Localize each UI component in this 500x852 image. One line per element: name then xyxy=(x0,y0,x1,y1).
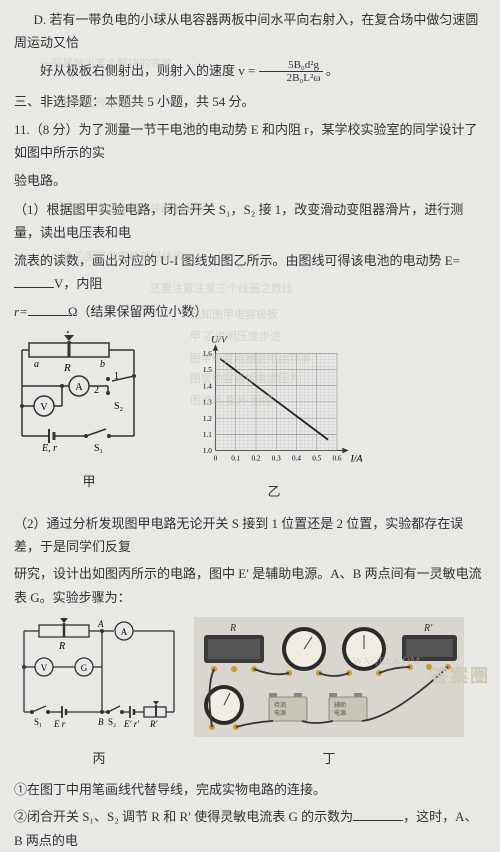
svg-text:B: B xyxy=(98,717,104,727)
figure-row-1: P a b R 1 2 A V S₂ xyxy=(14,331,486,504)
blank-g[interactable] xyxy=(353,807,403,821)
svg-text:辅助: 辅助 xyxy=(334,701,346,709)
svg-text:G: G xyxy=(81,663,88,673)
caption-yi: 乙 xyxy=(184,480,364,503)
svg-text:a: a xyxy=(34,359,39,370)
option-d-line2: 好从极板右侧射出，则射入的速度 v = 5B₀d²g 2B₀L²ω 。 xyxy=(14,59,486,85)
figure-row-2: R A A V G S₁ xyxy=(14,617,486,770)
blank-emf[interactable] xyxy=(14,274,54,288)
step-2: ②闭合开关 S₁、S₂ 调节 R 和 R′ 使得灵敏电流表 G 的示数为，这时，… xyxy=(14,805,486,852)
svg-text:1.2: 1.2 xyxy=(203,415,212,423)
svg-text:S₂: S₂ xyxy=(114,401,123,412)
svg-text:S₁: S₁ xyxy=(94,443,103,454)
svg-text:待测: 待测 xyxy=(274,701,286,709)
svg-text:1.1: 1.1 xyxy=(203,431,212,439)
svg-text:V: V xyxy=(41,663,48,673)
svg-text:0: 0 xyxy=(214,454,218,462)
svg-text:I/A: I/A xyxy=(350,453,364,464)
step2-pre: ②闭合开关 S₁、S₂ 调节 R 和 R′ 使得灵敏电流表 G 的示数为 xyxy=(14,809,353,824)
photo-ding-wrap: R R′ 待 xyxy=(194,617,464,770)
q11-1b-mid: V，内阻 xyxy=(54,276,102,291)
q11-1b: 流表的读数，画出对应的 U-I 图线如图乙所示。由图线可得该电池的电动势 E= V… xyxy=(14,249,486,296)
circuit-jia: P a b R 1 2 A V S₂ xyxy=(14,331,164,461)
svg-text:A: A xyxy=(75,382,83,393)
svg-text:U/V: U/V xyxy=(211,334,228,345)
svg-text:电源: 电源 xyxy=(274,709,286,717)
circuit-jia-wrap: P a b R 1 2 A V S₂ xyxy=(14,331,164,494)
section-3-heading: 三、非选择题：本题共 5 小题，共 54 分。 xyxy=(14,90,486,113)
svg-text:R: R xyxy=(229,623,236,634)
svg-text:电源: 电源 xyxy=(334,709,346,717)
svg-text:R′: R′ xyxy=(149,719,158,729)
svg-text:S₁: S₁ xyxy=(34,717,42,727)
q11-1a: （1）根据图甲实验电路，闭合开关 S₁，S₂ 接 1，改变滑动变阻器滑片，进行测… xyxy=(14,198,486,245)
caption-ding: 丁 xyxy=(194,747,464,770)
svg-text:1.4: 1.4 xyxy=(203,382,212,390)
svg-text:1.6: 1.6 xyxy=(203,350,212,358)
option-d-line1: D. 若有一带负电的小球从电容器两板中间水平向右射入，在复合场中做匀速圆周运动又… xyxy=(14,8,486,55)
svg-text:S₂: S₂ xyxy=(108,717,116,727)
q11-1b-pre: 流表的读数，画出对应的 U-I 图线如图乙所示。由图线可得该电池的电动势 E= xyxy=(14,253,460,268)
optd-pre: 好从极板右侧射出，则射入的速度 v = xyxy=(40,63,259,78)
step-1: ①在图丁中用笔画线代替导线，完成实物电路的连接。 xyxy=(14,778,486,801)
svg-text:b: b xyxy=(100,359,105,370)
q11-line-a: 11.（8 分）为了测量一节干电池的电动势 E 和内阻 r，某学校实验室的同学设… xyxy=(14,118,486,165)
q11-2a: （2）通过分析发现图甲电路无论开关 S 接到 1 位置还是 2 位置，实验都存在… xyxy=(14,512,486,559)
photo-ding: R R′ 待 xyxy=(194,617,464,737)
watermark-url: WXQEE.COM xyxy=(352,652,420,672)
optd-post: 。 xyxy=(326,63,339,78)
circuit-bing: R A A V G S₁ xyxy=(14,617,184,737)
svg-text:1.3: 1.3 xyxy=(203,399,212,407)
graph-yi: U/V I/A 0 0.1 0.2 0.3 0.4 0.5 0.6 1.0 1.1 1.2 1.3 1… xyxy=(184,331,364,471)
svg-text:1.5: 1.5 xyxy=(203,366,212,374)
svg-text:R: R xyxy=(58,641,65,652)
svg-text:A: A xyxy=(121,627,128,637)
svg-text:0.4: 0.4 xyxy=(292,454,301,462)
svg-text:0.1: 0.1 xyxy=(231,454,240,462)
frac-den: 2B₀L²ω xyxy=(259,72,323,84)
svg-text:R: R xyxy=(63,362,71,374)
blank-r[interactable] xyxy=(28,302,68,316)
circuit-bing-wrap: R A A V G S₁ xyxy=(14,617,184,770)
svg-text:0.3: 0.3 xyxy=(272,454,281,462)
svg-text:A: A xyxy=(97,619,104,629)
q11-1c: r= Ω（结果保留两位小数） xyxy=(14,300,486,323)
q11-1c-post: Ω（结果保留两位小数） xyxy=(68,304,208,319)
fraction: 5B₀d²g 2B₀L²ω xyxy=(259,59,323,84)
frac-num: 5B₀d²g xyxy=(259,59,323,72)
svg-text:E, r: E, r xyxy=(41,443,57,454)
caption-jia: 甲 xyxy=(14,470,164,493)
svg-text:R′: R′ xyxy=(423,623,433,634)
svg-text:1.0: 1.0 xyxy=(203,447,212,455)
q11-line-b: 验电路。 xyxy=(14,169,486,192)
graph-yi-wrap: U/V I/A 0 0.1 0.2 0.3 0.4 0.5 0.6 1.0 1.1 1.2 1.3 1… xyxy=(184,331,364,504)
svg-text:0.5: 0.5 xyxy=(312,454,321,462)
svg-text:V: V xyxy=(40,402,48,413)
svg-text:0.6: 0.6 xyxy=(333,454,342,462)
svg-text:E′ r′: E′ r′ xyxy=(123,719,140,729)
q11-2b: 研究，设计出如图丙所示的电路，图中 E′ 是辅助电源。A、B 两点间有一灵敏电流… xyxy=(14,562,486,609)
q11-1c-pre: r= xyxy=(14,304,28,319)
svg-text:0.2: 0.2 xyxy=(252,454,261,462)
svg-text:E r: E r xyxy=(53,719,66,729)
caption-bing: 丙 xyxy=(14,747,184,770)
svg-text:P: P xyxy=(66,331,72,336)
watermark-main: 答案圈 xyxy=(430,660,490,692)
